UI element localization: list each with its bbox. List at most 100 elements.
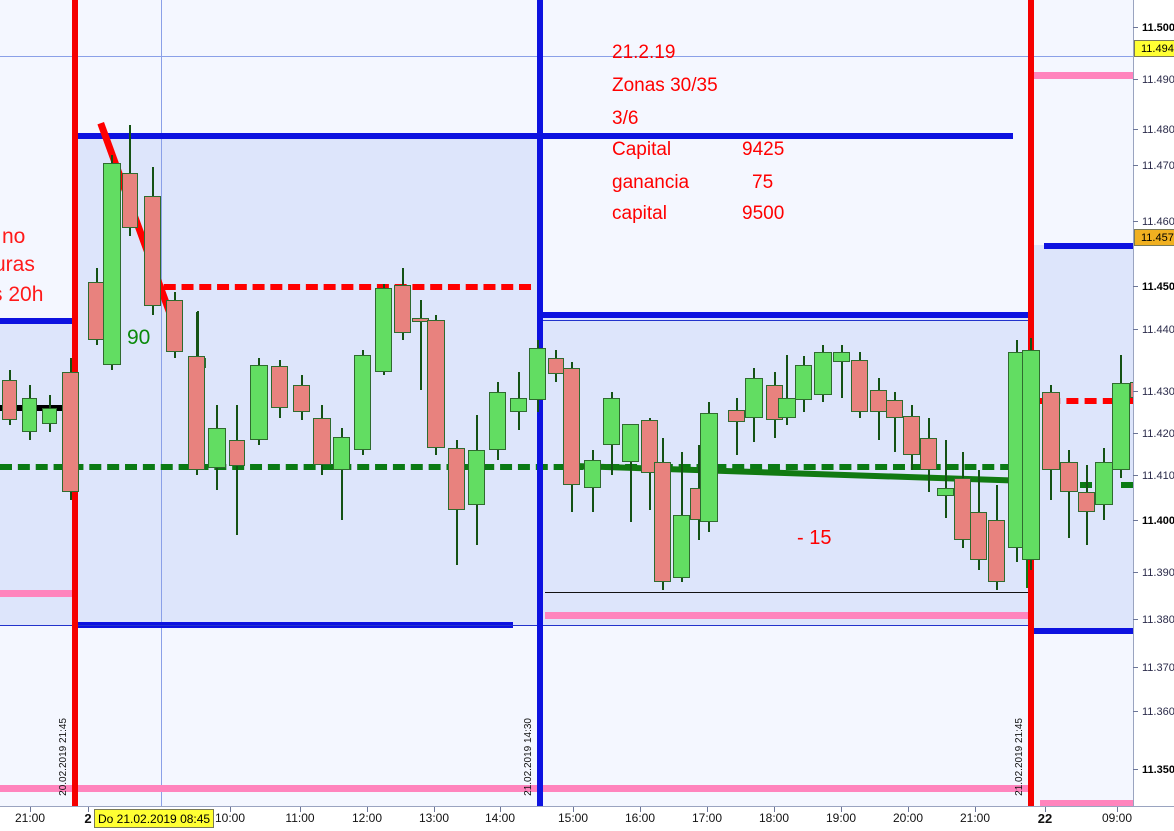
candlestick [375,284,392,375]
time-tick-label: 09:00 [1101,811,1133,825]
candlestick [354,350,371,455]
candle-body [814,352,832,395]
candlestick-series [2,125,1133,590]
blue-thin-lower-left [0,625,537,626]
candlestick [529,340,546,412]
annotation-left-line2: uras [0,253,35,276]
candlestick [448,440,465,565]
candlestick [886,392,903,452]
annotation-trade-90: 90 [127,326,151,349]
candle-body [728,410,745,422]
annotation-left-line1: no [2,225,26,248]
candle-wick [786,355,788,425]
candle-wick [735,398,738,455]
time-selected-marker[interactable]: Do 21.02.2019 08:45 [94,809,215,828]
price-tick-label: 11.480 [1133,123,1174,137]
time-tick-label: 22 [1037,811,1053,826]
candlestick [250,358,268,445]
vertical-marker-2[interactable] [537,0,543,806]
candlestick [1130,350,1133,425]
candlestick [427,315,445,455]
candle-body [313,418,331,465]
candlestick [641,418,658,510]
blue-level-lower-right [1028,628,1133,634]
time-axis[interactable]: 21:00 2 10:00 11:00 12:00 13:00 14:00 15:00 16:0… [0,806,1174,831]
candlestick [468,415,485,545]
annotation-date: 21.2.19 [612,42,676,63]
price-tick-label: 11.370 [1133,661,1174,675]
time-tick-label: 15:00 [557,811,589,825]
candle-body [1060,462,1078,492]
candlestick [584,450,601,512]
candlestick [814,345,832,402]
time-tick-label: 14:00 [484,811,516,825]
candle-body [937,488,954,496]
candle-body [1078,492,1095,512]
candlestick [795,356,812,412]
candle-body [970,512,987,560]
candle-body [208,428,226,468]
candlestick [920,418,937,492]
time-tick-notch [367,807,368,812]
candle-body [563,368,580,485]
price-tick-label: 11.470 [1133,159,1174,173]
crosshair-vertical [161,0,162,806]
candle-body [654,462,671,582]
time-tick-notch [1045,807,1046,812]
candle-body [795,365,812,400]
candlestick [333,428,350,520]
candle-body [778,398,796,418]
candlestick [62,358,79,500]
candle-body [903,416,920,455]
pink-level-upper [1028,72,1133,79]
candlestick [728,398,745,455]
price-tick-label: 11.490 [1133,73,1174,87]
candle-body [2,380,17,420]
time-tick-notch [908,807,909,812]
candlestick [103,155,121,370]
time-tick-notch [1117,807,1118,812]
time-tick-label: 17:00 [691,811,723,825]
candle-body [271,366,288,408]
resistance-line-red-right[interactable] [1030,398,1133,404]
time-tick-notch [841,807,842,812]
crosshair-horizontal [0,56,1133,57]
candle-body [229,440,245,466]
annotation-trade-15: - 15 [797,527,832,549]
candlestick [1078,465,1095,545]
time-tick-notch [975,807,976,812]
price-marker-yellow[interactable]: 11.494 [1134,40,1174,57]
candlestick [851,352,868,418]
price-tick-label: 11.420 [1133,427,1174,441]
time-tick-notch [500,807,501,812]
candlestick [954,452,971,548]
candlestick [42,395,57,432]
time-tick-notch [707,807,708,812]
candle-body [188,356,205,470]
chart-plot-area[interactable]: 20.02.2019 21:45 21.02.2019 14:30 21.02.… [0,0,1133,806]
candle-body [870,390,887,412]
blue-level-zone-top [537,312,1028,318]
price-axis[interactable]: 11.500 11.490 11.480 11.470 11.460 11.450 11.4… [1133,0,1174,806]
candlestick [293,375,310,420]
time-tick-label: 19:00 [825,811,857,825]
candle-body [250,365,268,440]
resistance-line-red[interactable] [146,284,531,290]
candlestick [271,360,288,418]
annotation-capital-label: Capital [612,139,672,160]
candle-body [700,413,718,522]
pink-level-lower [0,785,1028,792]
support-line-green[interactable] [0,464,1030,470]
candle-wick [840,345,843,398]
zone-box-left [0,318,72,625]
price-tick-label: 11.410 [1133,469,1174,483]
candlestick [622,424,639,522]
candlestick [208,405,226,490]
candlestick [700,402,718,532]
candle-body [293,385,310,412]
candle-body [988,520,1005,582]
price-marker-gold[interactable]: 11.457 [1134,229,1174,246]
candle-wick [419,300,422,390]
candle-body [851,360,868,412]
candle-body [144,196,161,306]
